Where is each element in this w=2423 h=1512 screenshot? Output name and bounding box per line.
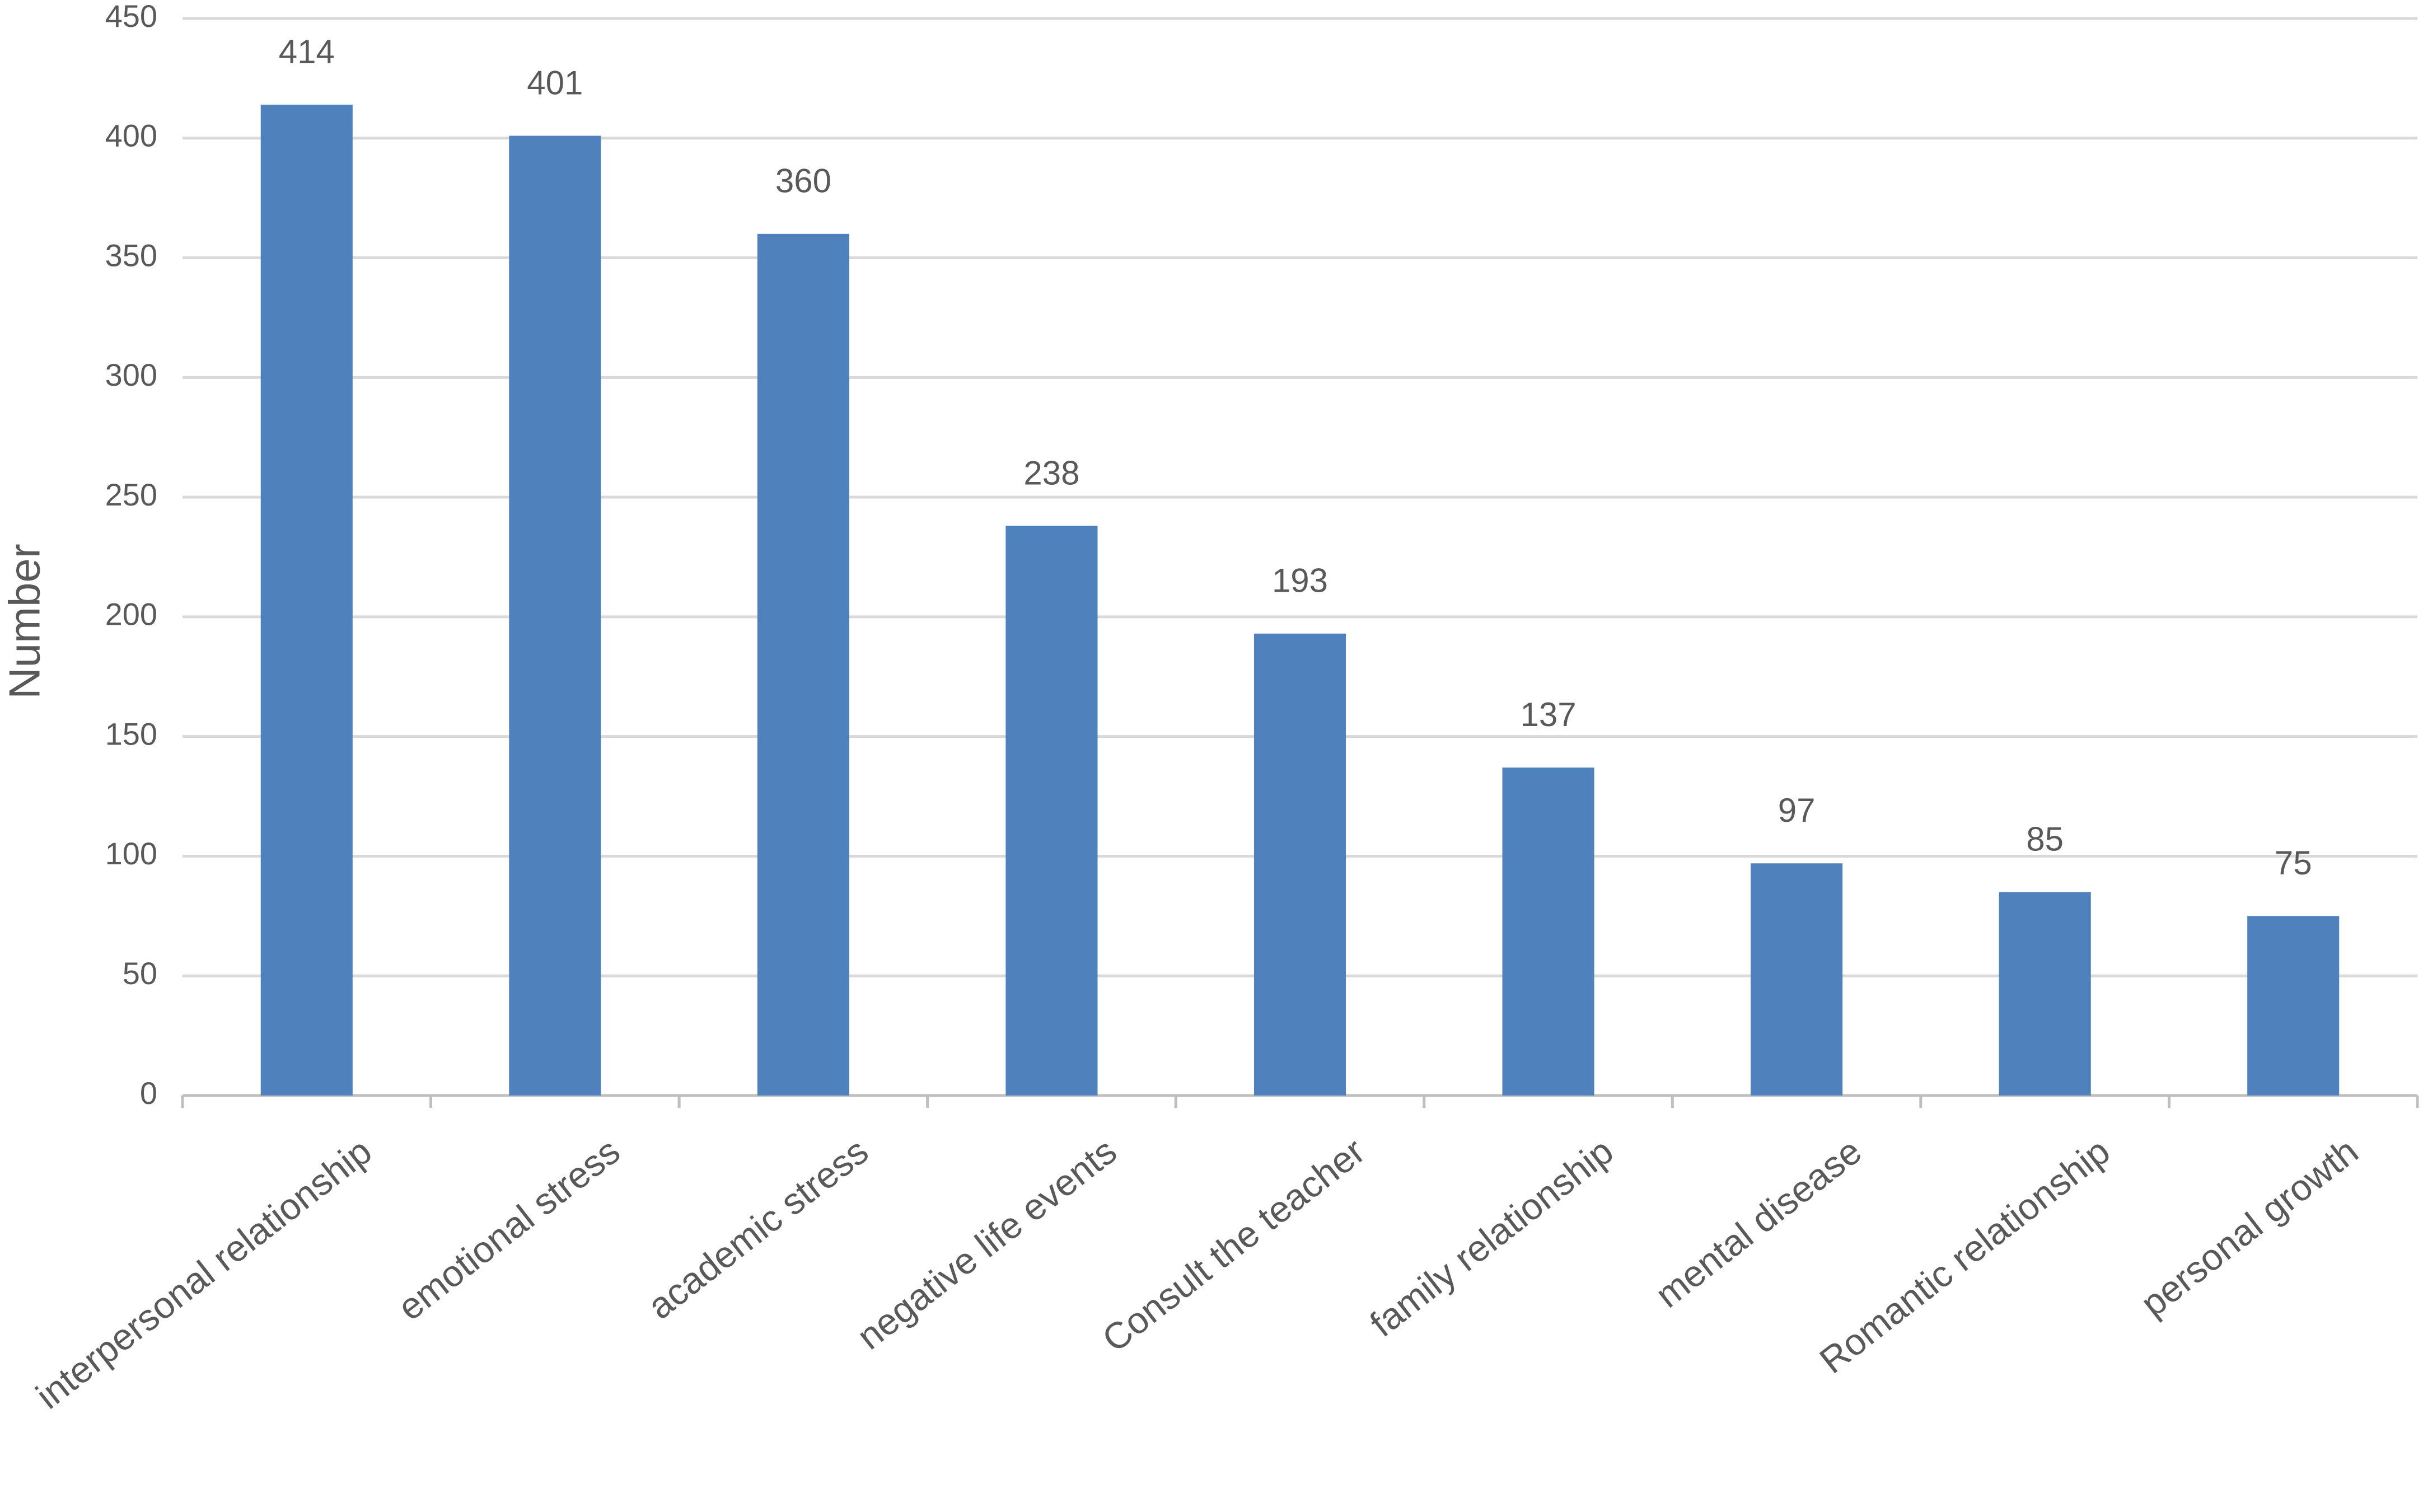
bar <box>1502 767 1594 1096</box>
y-tick-label: 200 <box>105 597 157 632</box>
x-tick-label: academic stress <box>640 1130 876 1327</box>
bar <box>1751 863 1843 1096</box>
data-label: 414 <box>279 33 335 71</box>
x-tick-label: personal growth <box>2133 1130 2366 1324</box>
x-tick-label: mental disease <box>1648 1130 1869 1316</box>
data-label: 97 <box>1778 792 1816 829</box>
y-tick-label: 250 <box>105 477 157 512</box>
bar <box>509 135 601 1096</box>
y-tick-label: 100 <box>105 836 157 871</box>
bar <box>757 233 849 1096</box>
bar <box>1005 526 1098 1096</box>
data-label: 401 <box>527 64 583 101</box>
x-tick-label: Consult the teacher <box>1094 1130 1373 1360</box>
bar <box>1999 892 2091 1096</box>
y-axis-label: Number <box>0 544 49 699</box>
bar <box>2247 916 2340 1096</box>
x-tick-label: emotional stress <box>390 1130 627 1328</box>
y-tick-label: 300 <box>105 357 157 392</box>
y-tick-label: 150 <box>105 716 157 751</box>
y-tick-label: 450 <box>105 0 157 34</box>
y-tick-label: 50 <box>123 956 157 991</box>
x-tick-label: family relationship <box>1362 1130 1621 1345</box>
bar <box>1253 633 1346 1096</box>
x-tick-label: negative life events <box>849 1130 1124 1357</box>
bar <box>260 104 353 1096</box>
data-label: 238 <box>1023 454 1079 491</box>
data-label: 360 <box>775 162 831 200</box>
data-label: 85 <box>2026 820 2064 858</box>
data-label: 75 <box>2275 844 2312 882</box>
y-tick-label: 350 <box>105 237 157 273</box>
data-label: 137 <box>1521 696 1577 733</box>
x-tick-label: interpersonal relationship <box>28 1130 379 1416</box>
y-tick-label: 400 <box>105 118 157 153</box>
y-tick-label: 0 <box>140 1075 157 1111</box>
data-label: 193 <box>1272 562 1328 600</box>
